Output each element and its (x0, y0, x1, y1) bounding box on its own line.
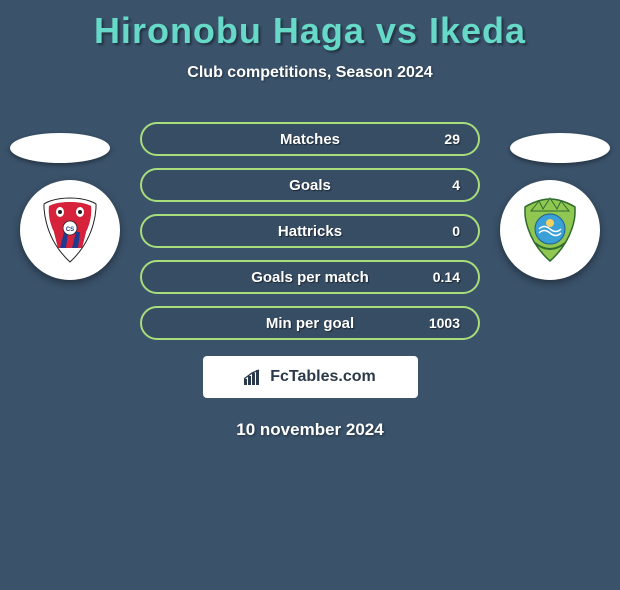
comparison-date: 10 november 2024 (0, 420, 620, 440)
stat-row-hattricks: Hattricks 0 (140, 214, 480, 248)
stat-row-matches: Matches 29 (140, 122, 480, 156)
comparison-title: Hironobu Haga vs Ikeda (0, 10, 620, 52)
stat-label: Goals (200, 177, 420, 194)
stat-label: Matches (200, 131, 420, 148)
stat-row-goals-per-match: Goals per match 0.14 (140, 260, 480, 294)
branding-box: FcTables.com (203, 356, 418, 398)
stat-right-value: 1003 (420, 315, 460, 331)
bar-chart-icon (244, 369, 264, 385)
branding-text: FcTables.com (270, 368, 376, 386)
stat-right-value: 4 (420, 177, 460, 193)
stat-row-goals: Goals 4 (140, 168, 480, 202)
comparison-subtitle: Club competitions, Season 2024 (0, 64, 620, 82)
stat-right-value: 0.14 (420, 269, 460, 285)
stats-container: Matches 29 Goals 4 Hattricks 0 Goals per… (0, 122, 620, 340)
stat-right-value: 0 (420, 223, 460, 239)
stat-label: Goals per match (200, 269, 420, 286)
stat-label: Hattricks (200, 223, 420, 240)
stat-label: Min per goal (200, 315, 420, 332)
stat-right-value: 29 (420, 131, 460, 147)
stat-row-min-per-goal: Min per goal 1003 (140, 306, 480, 340)
